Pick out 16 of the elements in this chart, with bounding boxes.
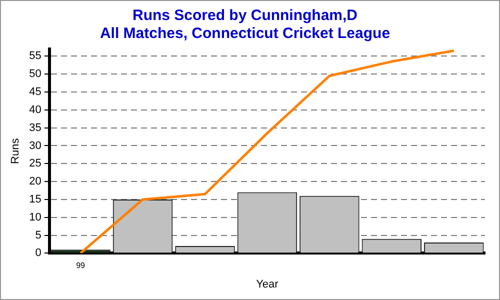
y-tick-label: 50 — [29, 68, 42, 80]
y-tick-label: 20 — [29, 176, 42, 188]
y-tick-label: 30 — [29, 140, 42, 152]
x-tick-label: 99 — [76, 261, 86, 270]
y-tick-label: 15 — [29, 193, 42, 206]
y-tick-label: 45 — [29, 86, 42, 98]
y-tick-label: 0 — [35, 247, 42, 260]
y-tick-label: 55 — [29, 50, 42, 62]
y-tick-label: 5 — [35, 229, 42, 242]
y-tick-label: 25 — [29, 158, 42, 170]
x-axis-title: Year — [256, 278, 279, 290]
y-axis-title: Runs — [10, 138, 22, 164]
y-tick-label: 35 — [29, 122, 42, 134]
y-tick-label: 40 — [29, 104, 42, 116]
y-tick-label: 10 — [29, 211, 42, 224]
chart-title: Runs Scored by Cunningham,D All Matches, Connecticut Cricket League — [100, 7, 390, 42]
